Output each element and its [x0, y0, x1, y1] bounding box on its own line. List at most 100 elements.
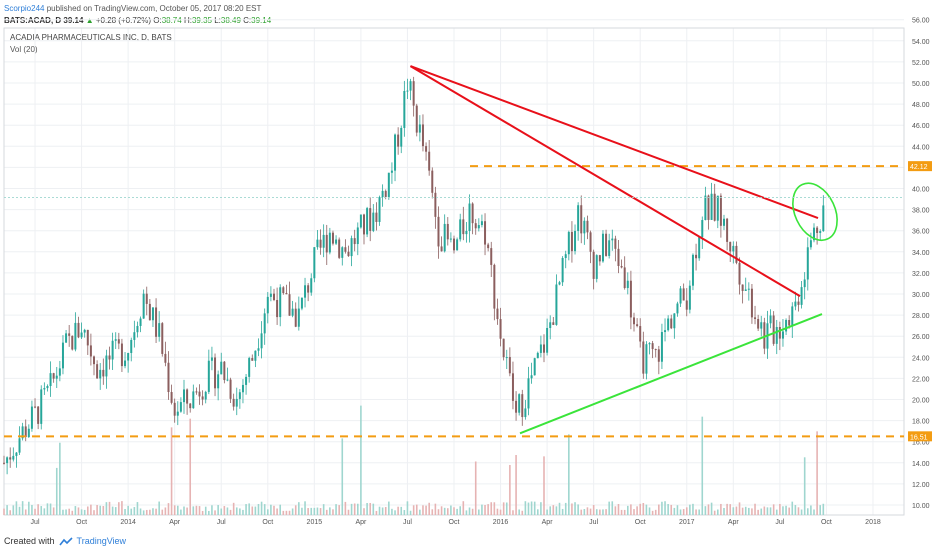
volume-bar: [356, 503, 359, 515]
y-tick-label: 48.00: [912, 102, 930, 109]
volume-bar: [555, 506, 558, 515]
volume-bar: [794, 505, 797, 515]
volume-bar: [298, 502, 300, 515]
volume-bar: [43, 508, 46, 515]
candle-body: [673, 313, 676, 329]
volume-bar: [108, 501, 111, 515]
candle-body: [232, 398, 235, 407]
volume-bar: [561, 508, 564, 515]
volume-bar: [729, 504, 732, 515]
volume-bar: [127, 505, 129, 515]
candle-body: [744, 289, 747, 291]
candle-body: [61, 342, 64, 369]
candle-body: [589, 232, 592, 252]
candle-body: [462, 219, 465, 235]
volume-bar: [816, 431, 818, 515]
candle-body: [30, 406, 33, 429]
volume-bar: [617, 504, 620, 515]
candle-body: [760, 322, 763, 329]
candle-body: [195, 391, 198, 393]
candle-body: [319, 239, 322, 248]
x-axis: Jul Oct 2014 Apr Jul Oct 2015 Apr Jul Oct 2016 Apr J…: [31, 519, 881, 526]
volume-bar: [419, 509, 421, 515]
close-value: 39.14: [251, 16, 272, 25]
candle-body: [375, 212, 378, 222]
volume-bar: [707, 504, 710, 515]
volume-bar: [28, 501, 30, 515]
volume-bar: [322, 504, 325, 515]
volume-bar: [524, 501, 527, 515]
volume-bar: [307, 508, 309, 515]
volume-bar: [803, 457, 806, 515]
candle-body: [359, 214, 362, 228]
candle-body: [257, 348, 260, 351]
y-tick-label: 20.00: [912, 398, 930, 405]
volume-bar: [710, 502, 713, 515]
candle-body: [120, 343, 123, 367]
resistance-price-label-bg: [908, 161, 932, 172]
volume-bar: [21, 501, 24, 515]
volume-bar: [453, 507, 455, 515]
y-tick-label: 34.00: [912, 250, 930, 257]
descending-trendline-upper: [410, 65, 819, 219]
volume-bar: [409, 510, 412, 515]
candle-body: [96, 364, 99, 379]
author-link[interactable]: Scorpio244: [4, 4, 45, 13]
candle-body: [183, 389, 185, 403]
candle-body: [800, 287, 803, 305]
volume-bar: [369, 502, 372, 515]
candle-body: [207, 360, 210, 392]
y-tick-label: 14.00: [912, 461, 930, 468]
candle-body: [611, 238, 614, 241]
volume-bar: [446, 508, 449, 515]
volume-bar: [176, 505, 179, 515]
candle-body: [344, 247, 347, 252]
volume-bar: [757, 509, 759, 515]
candle-body: [127, 352, 130, 361]
candle-body: [608, 240, 611, 256]
candle-body: [102, 369, 105, 377]
candle-body: [217, 374, 220, 389]
y-tick-label: 38.00: [912, 208, 930, 215]
candle-body: [409, 81, 412, 91]
candle-body: [670, 318, 673, 329]
volume-bar: [363, 508, 365, 515]
candle-body: [623, 267, 626, 289]
candle-body: [822, 205, 825, 232]
candle-body: [508, 357, 511, 374]
volume-bar: [530, 501, 533, 515]
volume-bar: [105, 502, 108, 515]
footer: Created with TradingView: [4, 536, 126, 546]
candle-body: [555, 284, 558, 325]
volume-bar: [698, 509, 700, 515]
volume-bar: [59, 442, 61, 515]
volume-bar: [434, 503, 437, 515]
candle-body: [273, 293, 275, 300]
volume-bar: [31, 504, 33, 515]
volume-bar: [810, 505, 812, 515]
candle-body: [595, 255, 598, 279]
candle-body: [493, 264, 496, 309]
candle-body: [40, 389, 43, 424]
volume-bar: [592, 505, 595, 515]
candle-body: [381, 190, 384, 198]
candle-body: [502, 338, 505, 358]
candle-body: [151, 307, 154, 321]
volume-bar: [118, 502, 120, 515]
symbol-label: BATS:ACAD, D: [4, 16, 62, 25]
y-tick-label: 54.00: [912, 39, 930, 46]
volume-bar: [769, 507, 772, 515]
volume-bar: [654, 509, 657, 515]
volume-bar: [344, 501, 347, 515]
candle-body: [691, 254, 694, 286]
volume-bar: [49, 503, 52, 515]
candle-body: [518, 394, 521, 413]
volume-bar: [149, 509, 151, 515]
candle-body: [167, 362, 170, 393]
candle-body: [161, 323, 164, 354]
y-tick-label: 40.00: [912, 187, 930, 194]
volume-bar: [670, 504, 673, 515]
volume-bar: [9, 510, 12, 515]
tradingview-brand[interactable]: TradingView: [76, 536, 127, 546]
